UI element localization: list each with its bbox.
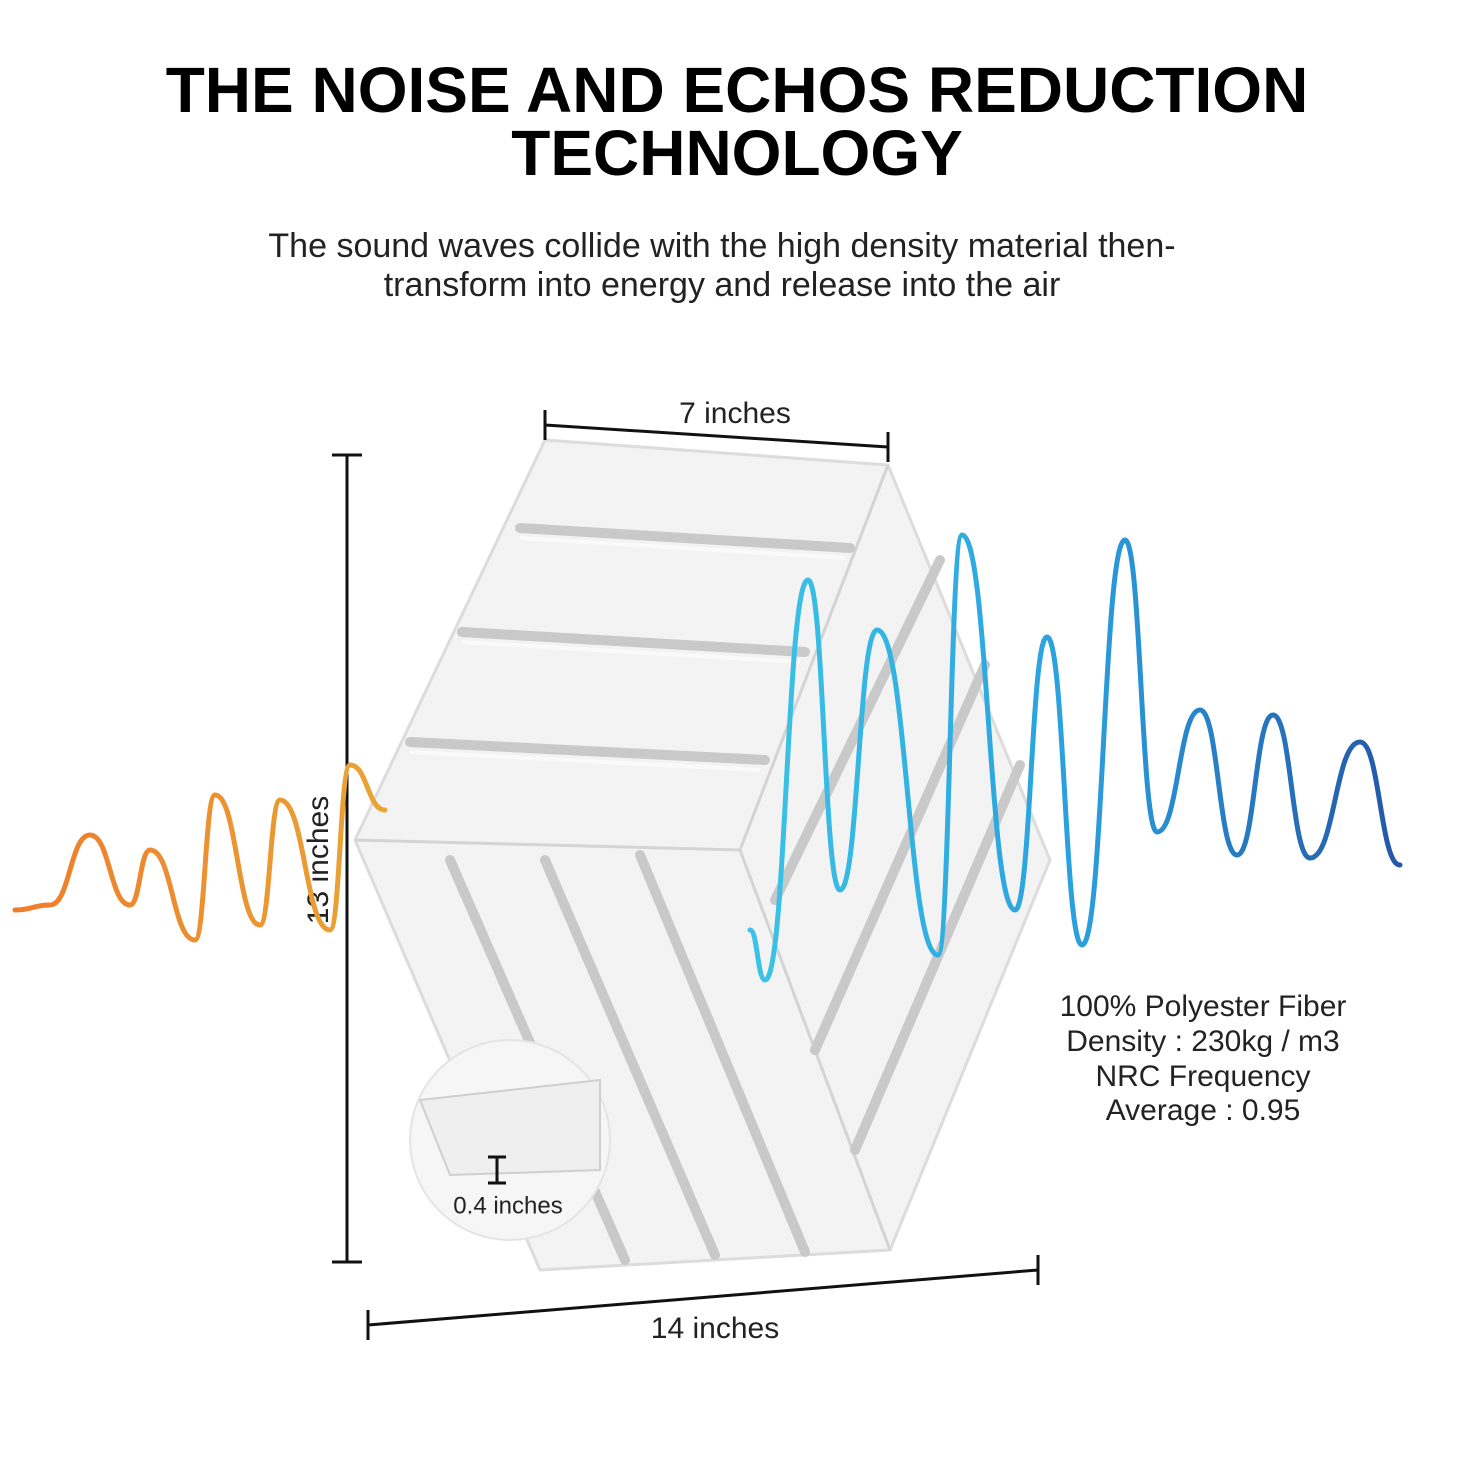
title: THE NOISE AND ECHOS REDUCTION: [166, 54, 1309, 126]
title: TECHNOLOGY: [511, 117, 963, 189]
spec: NRC Frequency: [1095, 1060, 1310, 1093]
thickness-label: 0.4 inches: [453, 1192, 562, 1219]
thickness-marker: [488, 1155, 506, 1185]
dimension-line: [332, 453, 362, 1264]
subtitle: The sound waves collide with the high de…: [268, 227, 1175, 265]
dimension-label: 14 inches: [651, 1312, 779, 1345]
spec: Density : 230kg / m3: [1066, 1025, 1339, 1058]
outgoing-wave: [747, 532, 1403, 983]
incoming-wave: [12, 762, 388, 943]
spec: 100% Polyester Fiber: [1060, 990, 1347, 1023]
dimension-line: [366, 1255, 1040, 1340]
inset-slab: [418, 1078, 601, 1177]
spec: Average : 0.95: [1106, 1094, 1301, 1127]
subtitle: transform into energy and release into t…: [384, 266, 1061, 304]
dimension-line: [543, 410, 890, 462]
dimension-label: 13 inches: [302, 796, 335, 924]
dimension-label: 7 inches: [679, 397, 791, 430]
